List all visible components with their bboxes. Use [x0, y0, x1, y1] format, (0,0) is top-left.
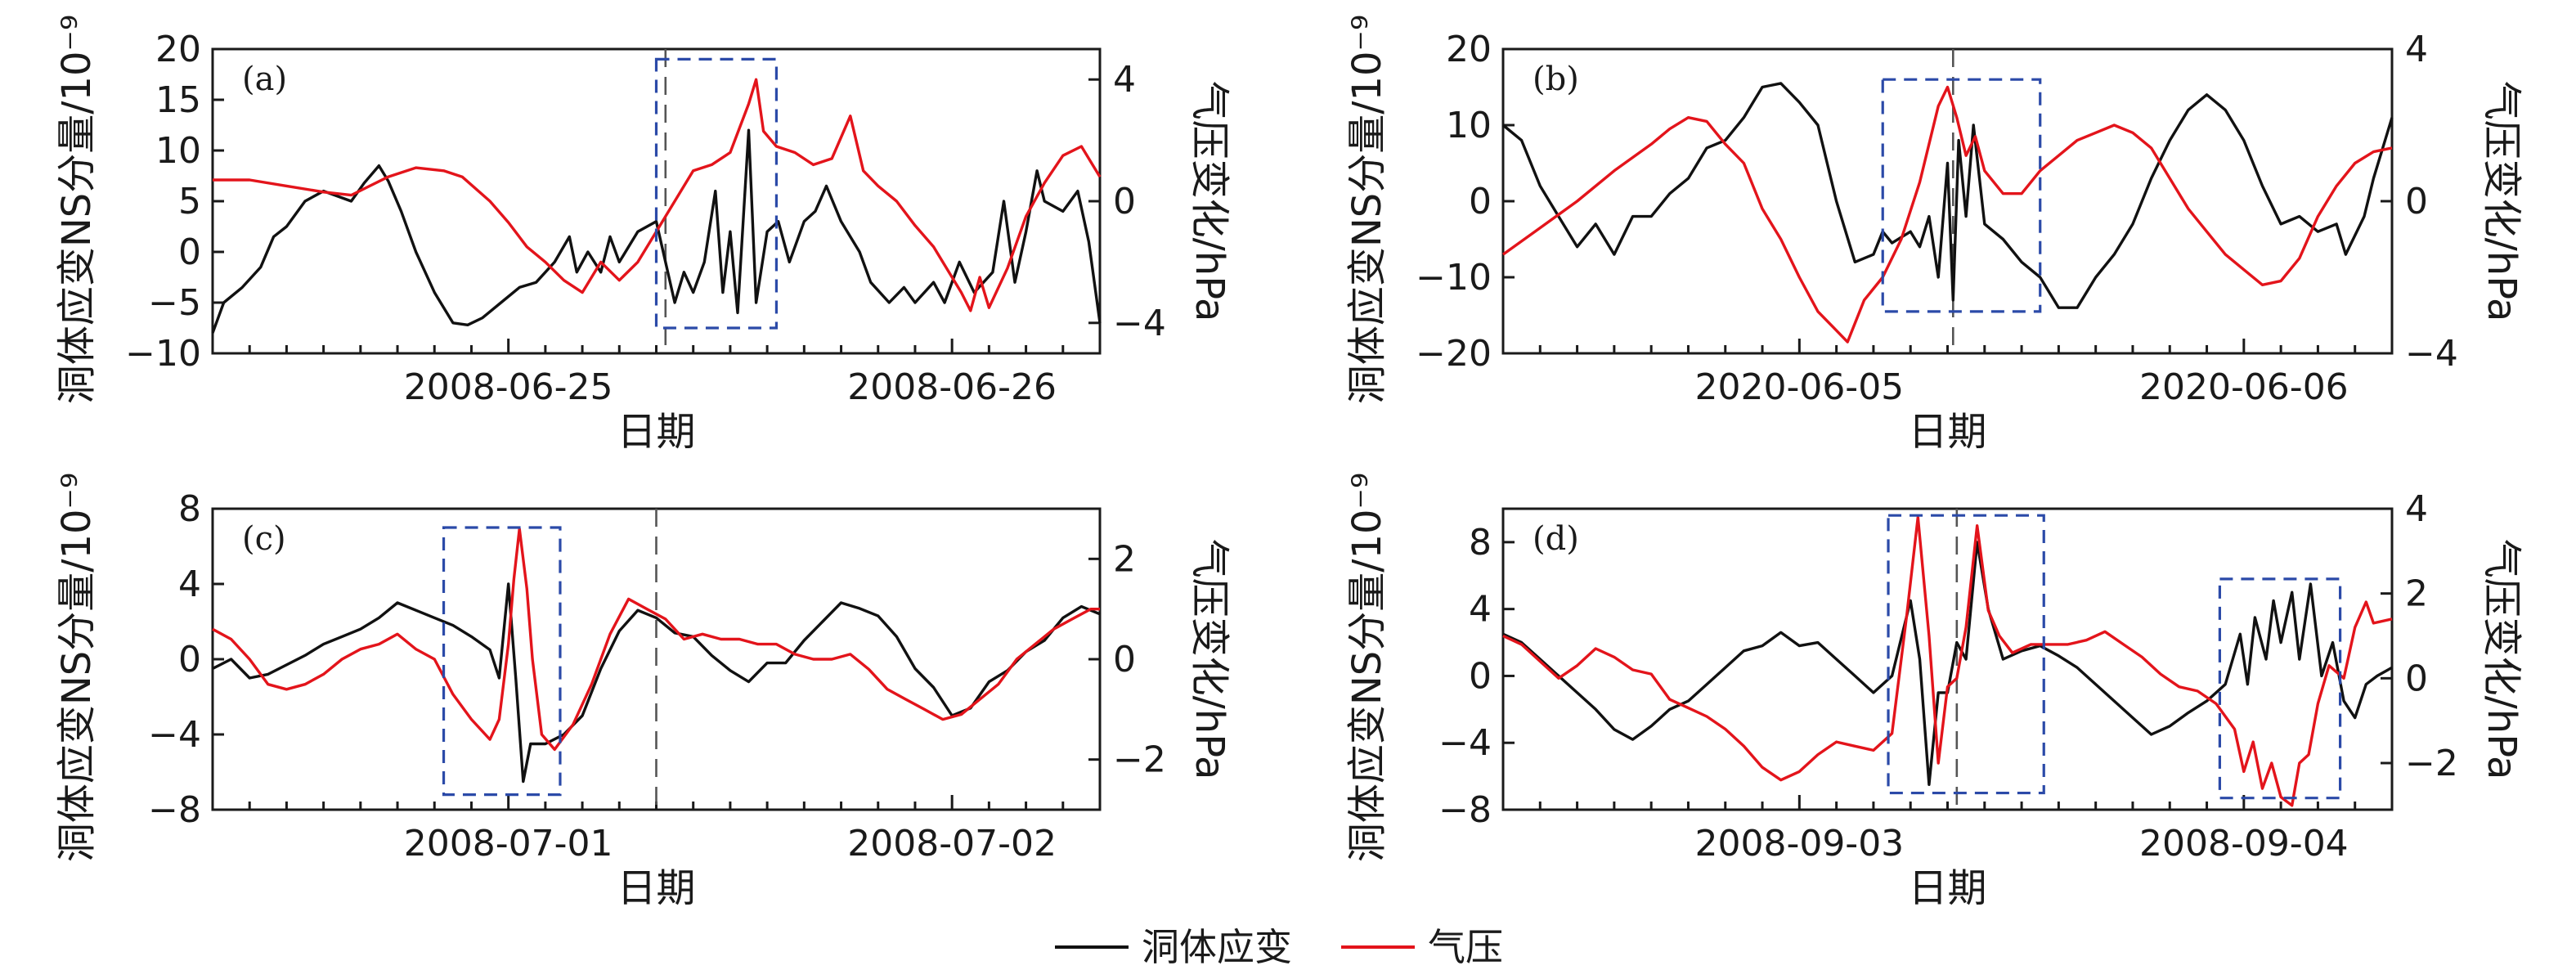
x-axis-label: 日期	[617, 409, 695, 455]
panel-c: 2008-07-01 2008-07-02 −8 −4 0 4 8 −2 0 2 洞体应变NS分量/…	[54, 473, 1232, 911]
strain-series-line	[212, 582, 1101, 784]
x-tick-label: 2020-06-05	[1694, 366, 1904, 408]
left-y-tick-label: −5	[148, 282, 201, 324]
left-y-tick-label: 0	[1469, 181, 1492, 222]
left-y-axis-label: 洞体应变NS分量/10⁻⁹	[54, 473, 100, 862]
left-y-tick-label: 10	[1446, 105, 1492, 146]
panel-label: (b)	[1533, 61, 1579, 98]
left-y-tick-label: 0	[1469, 655, 1492, 697]
pressure-series-line	[213, 78, 1102, 312]
x-tick-label: 2008-07-01	[404, 823, 613, 864]
right-y-tick-label: 0	[2405, 181, 2428, 222]
left-y-axis-label: 洞体应变NS分量/10⁻⁹	[54, 15, 100, 404]
right-y-tick-label: 2	[2405, 573, 2428, 615]
left-y-tick-label: −8	[148, 789, 201, 831]
strain-series-line	[1502, 541, 2393, 786]
x-tick-label: 2008-07-02	[847, 823, 1057, 864]
right-y-tick-label: 4	[2405, 29, 2428, 70]
pressure-series-line	[1502, 85, 2393, 344]
right-y-tick-label: −4	[1113, 303, 1166, 344]
panel-a: 2008-06-25 2008-06-26 −10 −5 0 5 10 15 20 −4 0 4 洞体应…	[54, 15, 1232, 455]
x-axis-label: 日期	[617, 865, 695, 911]
left-y-axis-label: 洞体应变NS分量/10⁻⁹	[1344, 473, 1390, 862]
right-y-axis-label: 气压变化/hPa	[2479, 81, 2524, 322]
highlight-box	[1881, 78, 2042, 313]
legend-pressure-label: 气压	[1428, 925, 1503, 969]
left-y-tick-label: 10	[155, 130, 201, 172]
left-y-tick-label: 5	[178, 181, 201, 222]
pressure-series-line	[1502, 515, 2393, 807]
left-y-tick-label: 15	[155, 79, 201, 121]
x-tick-label: 2008-06-26	[847, 366, 1057, 408]
x-tick-label: 2020-06-06	[2139, 366, 2349, 408]
left-y-tick-label: −10	[1416, 257, 1492, 299]
right-y-axis-label: 气压变化/hPa	[2479, 539, 2524, 780]
panel-label: (d)	[1533, 520, 1579, 558]
left-y-axis-label: 洞体应变NS分量/10⁻⁹	[1344, 15, 1390, 404]
left-y-tick-label: 0	[178, 231, 201, 273]
panel-b: 2020-06-05 2020-06-06 −20 −10 0 10 20 −4 0 4 洞体应变N…	[1344, 15, 2524, 455]
panel-label: (a)	[242, 61, 287, 98]
right-y-tick-label: 0	[1113, 181, 1136, 222]
right-y-tick-label: −2	[2405, 743, 2458, 784]
left-y-tick-label: 8	[1469, 522, 1492, 564]
right-y-tick-label: 0	[1113, 639, 1136, 680]
right-y-tick-label: 2	[1113, 538, 1136, 580]
left-y-tick-label: 8	[178, 488, 201, 530]
left-y-tick-label: 4	[1469, 589, 1492, 631]
pressure-series-line	[212, 527, 1100, 752]
right-y-tick-label: 4	[2405, 488, 2428, 530]
legend-strain-label: 洞体应变	[1142, 925, 1292, 969]
right-y-tick-label: 0	[2405, 658, 2428, 699]
legend: 洞体应变 气压	[1055, 925, 1503, 969]
plot-frame	[1501, 47, 2394, 355]
panel-d: 2008-09-03 2008-09-04 −8 −4 0 4 8 −2 0 2 4 洞体应变NS分量…	[1344, 473, 2524, 911]
x-axis-label: 日期	[1908, 865, 1986, 911]
left-y-tick-label: −8	[1438, 789, 1492, 831]
highlight-box	[654, 57, 779, 330]
strain-series-line	[211, 128, 1102, 334]
right-y-tick-label: −2	[1113, 739, 1166, 781]
x-tick-label: 2008-06-25	[404, 366, 613, 408]
x-tick-label: 2008-09-03	[1694, 823, 1904, 864]
left-y-tick-label: −4	[148, 714, 201, 756]
right-y-tick-label: 4	[1113, 59, 1136, 101]
x-axis-label: 日期	[1908, 409, 1986, 455]
right-y-tick-label: −4	[2405, 333, 2458, 375]
left-y-tick-label: 4	[178, 564, 201, 605]
panel-label: (c)	[242, 520, 286, 558]
x-tick-label: 2008-09-04	[2139, 823, 2349, 864]
highlight-box	[1887, 514, 2045, 795]
right-y-axis-label: 气压变化/hPa	[1187, 539, 1232, 780]
left-y-tick-label: 20	[1446, 29, 1492, 70]
left-y-tick-label: 0	[178, 639, 201, 680]
strain-series-line	[1501, 82, 2394, 309]
plot-frame	[211, 47, 1102, 355]
left-y-tick-label: −20	[1416, 333, 1492, 375]
left-y-tick-label: −4	[1438, 722, 1492, 764]
right-y-axis-label: 气压变化/hPa	[1187, 81, 1232, 322]
left-y-tick-label: −10	[125, 333, 201, 375]
left-y-tick-label: 20	[155, 29, 201, 70]
